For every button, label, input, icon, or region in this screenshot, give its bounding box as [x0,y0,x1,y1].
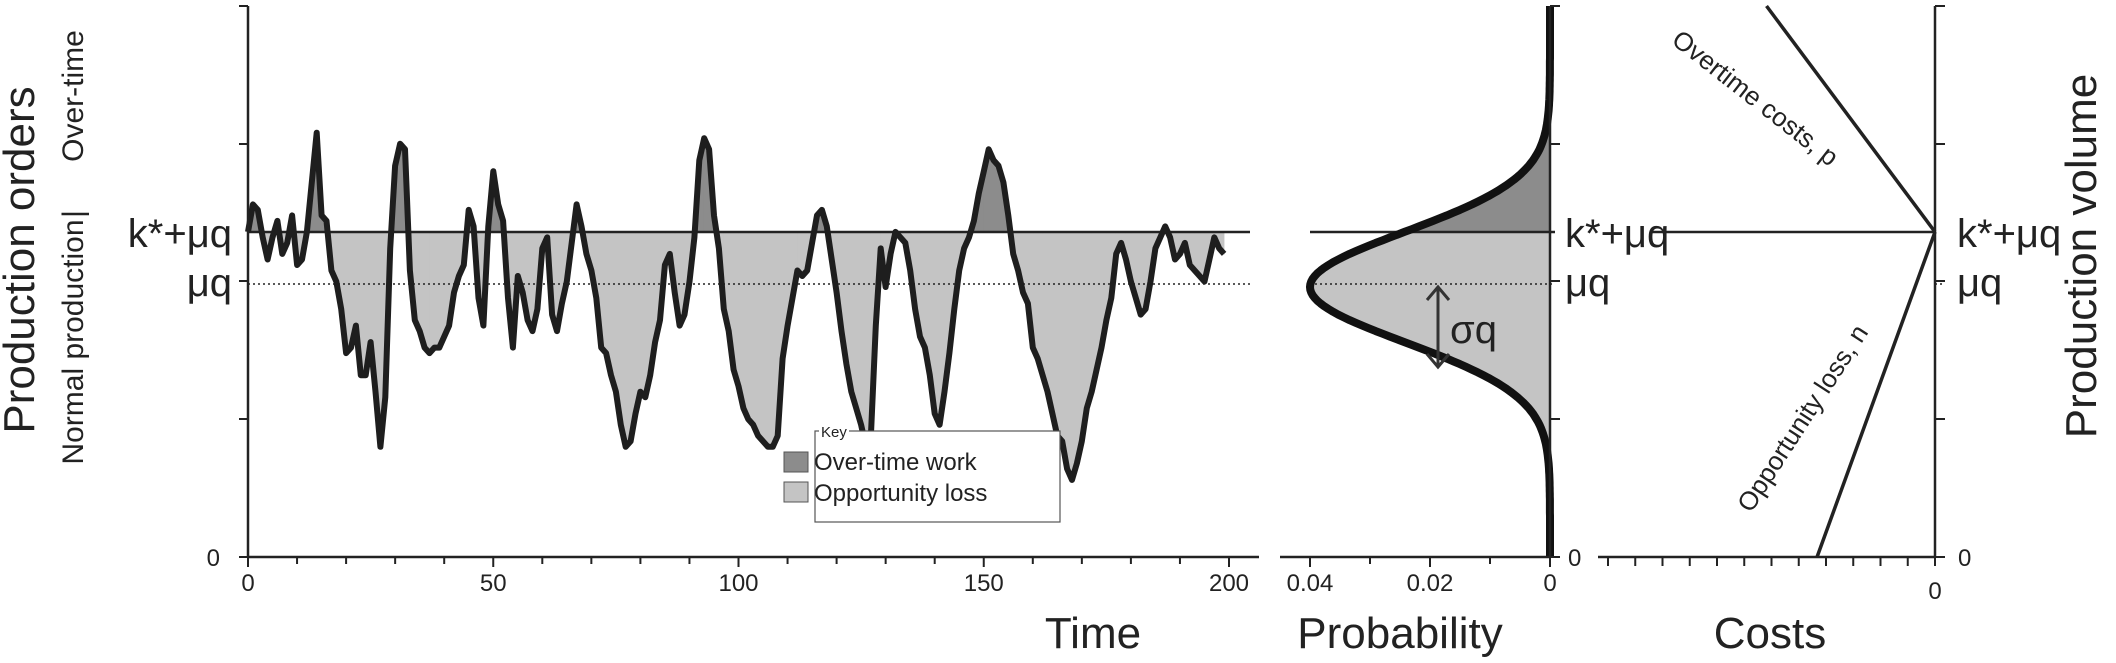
right-axis-title: Production volume [2057,74,2106,438]
overtime-costs-line [1765,4,1937,233]
y-zero-label-mid: 0 [1568,545,1581,572]
legend-label-overtime: Over-time work [814,449,978,476]
opportunity-area-segment [1057,231,1063,443]
x-tick-label: 100 [718,570,758,597]
costs-axis-ticks [1607,5,1945,566]
legend-title: Key [821,424,847,441]
opportunity-area-segment [429,231,435,354]
opportunity-area-segment [855,231,862,425]
over-time-label: Over-time [57,30,90,162]
opportunity-area-segment [1061,231,1068,469]
k-mu-label-mid: k*+μq [1565,212,1669,256]
opportunity-area-segment [434,231,440,348]
opportunity-area-segment [1066,231,1073,480]
x-tick-label: 50 [480,570,507,597]
costs-axis-title: Costs [1714,609,1826,658]
opportunity-area-segment [762,231,769,448]
probability-axis-ticks: 0.04 0.02 0 [1287,557,1557,597]
production-axis-ticks [239,5,248,558]
time-series-line [245,129,1227,483]
pdf-overtime-area [1404,6,1550,232]
normal-production-label: Normal production [57,219,90,464]
y-axis-title: Production orders [0,86,44,433]
opportunity-loss-label: Opportunity loss, n [1731,319,1874,517]
probability-tick-label: 0.04 [1287,570,1334,597]
opportunity-area-segment [1071,231,1078,480]
opportunity-area-segment [640,231,646,398]
opportunity-area-segment [743,231,749,420]
opportunity-area-segment [438,231,445,348]
x-tick-label: 200 [1209,570,1249,597]
k-mu-label-right: k*+μq [1957,212,2061,256]
x-tick-label: 150 [964,570,1004,597]
opportunity-area-segment [424,231,430,354]
k-mu-label-left: k*+μq [128,212,232,256]
legend-box [814,430,1061,523]
costs-zero-label: 0 [1928,578,1941,605]
opportunity-area-segment [635,231,641,414]
probability-tick-label: 0.02 [1407,570,1454,597]
probability-axis-title: Probability [1297,609,1502,658]
opportunity-area-segment [767,231,774,448]
legend-swatch-opportunity [783,481,809,503]
separator-label: | [57,210,90,218]
opportunity-area-segment [748,231,754,426]
opportunity-area-segment [752,231,759,436]
x-tick-label: 0 [241,570,254,597]
overtime-costs-label: Overtime costs, p [1667,24,1845,172]
mu-label-mid: μq [1565,261,1610,305]
pdf-opportunity-area [1310,231,1550,557]
legend: Key Over-time work Opportunity loss [783,424,1061,523]
time-axis-ticks: 0 50 100 150 200 [241,557,1249,597]
opportunity-loss-line [1815,231,1937,558]
legend-swatch-overtime [783,451,809,473]
probability-tick-label: 0 [1543,570,1556,597]
sigma-arrow [1425,284,1451,370]
y-zero-label-left: 0 [207,545,220,572]
mu-label-right: μq [1957,261,2002,305]
time-axis-title: Time [1045,609,1141,658]
y-zero-label-right: 0 [1958,545,1971,572]
legend-label-opportunity: Opportunity loss [814,480,987,507]
opportunity-area-segment [625,231,631,448]
opportunity-area-segment [860,231,867,447]
pdf-y-ticks [1550,5,1560,558]
opportunity-area-segment [757,231,764,443]
sigma-label: σq [1450,308,1497,352]
mu-label-left: μq [187,261,232,305]
